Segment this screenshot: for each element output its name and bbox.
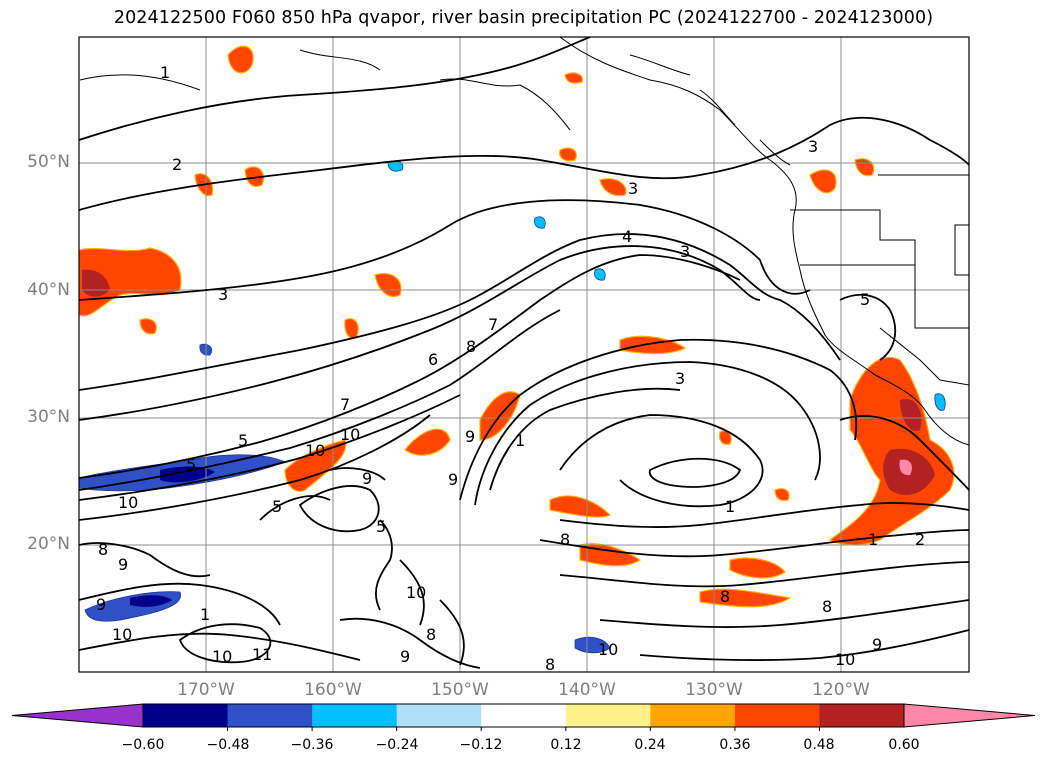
- lon-label-140w: 140°W: [558, 680, 616, 700]
- contour-label: 3: [680, 242, 690, 261]
- colorbar-tick-label: −0.24: [375, 737, 419, 753]
- contour-label: 2: [915, 530, 925, 549]
- contour-label: 10: [340, 425, 360, 444]
- contour-label: 1: [725, 497, 735, 516]
- colorbar-extend-max: [903, 703, 1036, 728]
- contour-label: 9: [96, 595, 106, 614]
- colorbar: [11, 703, 1036, 731]
- contour-label: 10: [406, 583, 426, 602]
- colorbar-tick-label: 0.24: [634, 737, 666, 753]
- contour-label: 3: [218, 285, 228, 304]
- contour-label: 2: [172, 155, 182, 174]
- contour-label: 9: [872, 635, 882, 654]
- map-title: 2024122500 F060 850 hPa qvapor, river ba…: [113, 8, 934, 28]
- colorbar-extend-min: [11, 703, 144, 728]
- contour-labels: 1 2 3 3 3 4 3 5 6 7 7 8 9 10 5 5 10 8 9 …: [96, 63, 925, 674]
- lon-label-150w: 150°W: [431, 680, 489, 700]
- lat-label-20n: 20°N: [27, 534, 70, 554]
- colorbar-bin: [565, 704, 651, 727]
- contour-label: 1: [515, 431, 525, 450]
- colorbar-tick-label: 0.48: [803, 737, 835, 753]
- contour-label: 8: [98, 540, 108, 559]
- contour-label: 5: [376, 517, 386, 536]
- contour-label: 3: [628, 179, 638, 198]
- contour-label: 9: [448, 470, 458, 489]
- graticule: [79, 37, 969, 672]
- colorbar-bin: [734, 704, 820, 727]
- contour-label: 10: [835, 650, 855, 669]
- colorbar-bin: [650, 704, 736, 727]
- lat-label-30n: 30°N: [27, 407, 70, 427]
- colorbar-bin: [396, 704, 482, 727]
- colorbar-tick-label: 0.60: [888, 737, 920, 753]
- colorbar-tick-label: −0.60: [121, 737, 165, 753]
- contour-label: 3: [675, 369, 685, 388]
- contour-label: 7: [488, 315, 498, 334]
- contour-label: 9: [362, 469, 372, 488]
- contour-label: 10: [112, 625, 132, 644]
- contour-label: 9: [118, 555, 128, 574]
- colorbar-bin: [227, 704, 313, 727]
- contour-label: 10: [212, 647, 232, 666]
- lat-label-50n: 50°N: [27, 152, 70, 172]
- contour-label: 8: [466, 337, 476, 356]
- lon-label-120w: 120°W: [812, 680, 870, 700]
- contour-label: 10: [305, 441, 325, 460]
- colorbar-tick-label: 0.12: [550, 737, 582, 753]
- contour-label: 6: [428, 350, 438, 369]
- colorbar-tick-label: −0.12: [459, 737, 503, 753]
- colorbar-tick-label: −0.36: [290, 737, 334, 753]
- lon-label-170w: 170°W: [177, 680, 235, 700]
- contour-label: 1: [868, 530, 878, 549]
- colorbar-bin: [481, 704, 567, 727]
- qvapor-contours: [79, 37, 969, 669]
- lat-label-40n: 40°N: [27, 280, 70, 300]
- lon-label-130w: 130°W: [685, 680, 743, 700]
- contour-label: 8: [545, 655, 555, 674]
- colorbar-bin: [819, 704, 905, 727]
- contour-label: 8: [560, 530, 570, 549]
- contour-label: 11: [252, 645, 272, 664]
- contour-label: 9: [400, 647, 410, 666]
- contour-label: 8: [822, 597, 832, 616]
- contour-label: 3: [808, 137, 818, 156]
- contour-label: 10: [118, 493, 138, 512]
- coastlines: [79, 37, 969, 446]
- contour-label: 7: [340, 395, 350, 414]
- colorbar-outline: [142, 703, 905, 728]
- colorbar-tick-label: 0.36: [719, 737, 751, 753]
- colorbar-bin: [143, 704, 229, 727]
- lon-label-160w: 160°W: [304, 680, 362, 700]
- map-frame: [78, 36, 970, 673]
- contour-label: 8: [720, 587, 730, 606]
- contour-label: 1: [160, 63, 170, 82]
- contour-label: 5: [186, 455, 196, 474]
- contour-label: 9: [465, 427, 475, 446]
- contour-label: 4: [622, 227, 632, 246]
- contour-label: 8: [426, 625, 436, 644]
- contour-label: 5: [860, 290, 870, 309]
- contour-label: 5: [272, 497, 282, 516]
- contour-label: 5: [238, 431, 248, 450]
- colorbar-bin: [312, 704, 398, 727]
- colorbar-tick-label: −0.48: [206, 737, 250, 753]
- contour-label: 10: [598, 640, 618, 659]
- contour-label: 1: [200, 605, 210, 624]
